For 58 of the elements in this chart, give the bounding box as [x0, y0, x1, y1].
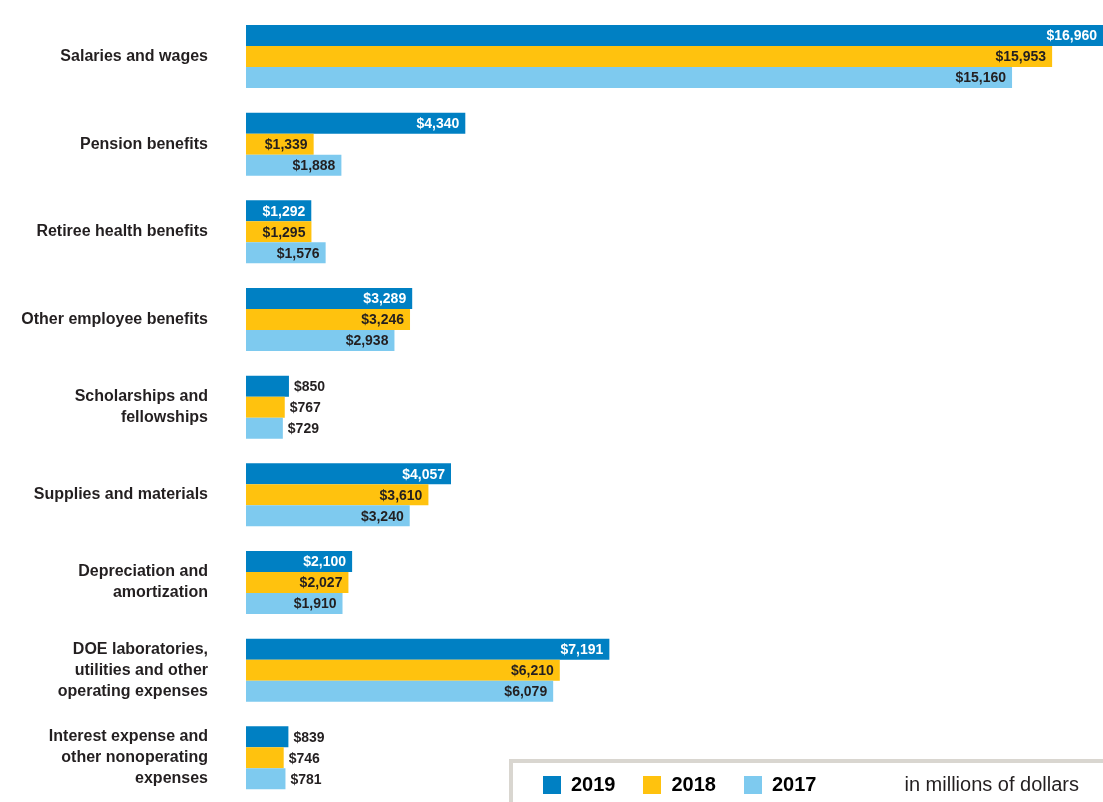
bar	[246, 46, 1053, 67]
legend-label: 2019	[570, 773, 616, 796]
y-tick-label: Supplies and materials	[33, 485, 209, 503]
data-label: $1,910	[293, 595, 337, 612]
bar	[246, 463, 451, 485]
data-label: $746	[288, 749, 321, 766]
bar	[246, 680, 554, 702]
bar	[246, 638, 610, 660]
data-label: $1,295	[262, 223, 306, 240]
y-tick-label: Depreciation and amortization	[78, 562, 208, 601]
bar	[246, 25, 1103, 46]
data-label: $1,888	[292, 156, 336, 173]
data-label: $15,953	[995, 48, 1047, 65]
data-label: $6,210	[510, 661, 554, 678]
data-label: $781	[290, 770, 322, 787]
data-label: $1,292	[262, 202, 306, 219]
bar	[246, 747, 284, 769]
bar	[246, 505, 410, 527]
y-tick-label: Other employee benefits	[21, 310, 209, 328]
bar	[246, 67, 1013, 88]
data-label: $16,960	[1046, 27, 1098, 44]
annotation: in millions of dollars	[904, 773, 1079, 796]
y-tick-label: Interest expense and other nonoperating expenses	[48, 727, 209, 787]
data-label: $2,027	[299, 574, 343, 591]
bar	[246, 659, 560, 681]
data-label: $7,191	[560, 640, 604, 657]
bar	[246, 375, 289, 397]
data-label: $4,057	[402, 465, 446, 482]
y-tick-label: Salaries and wages	[60, 47, 209, 65]
y-tick-label: Pension benefits	[79, 134, 209, 152]
y-tick-label: DOE laboratories, utilities and other operating expenses	[57, 639, 209, 699]
data-label: $2,100	[303, 553, 347, 570]
data-label: $1,576	[276, 244, 320, 261]
bar	[246, 112, 466, 134]
data-label: $6,079	[504, 682, 548, 699]
data-label: $1,339	[264, 135, 308, 152]
legend-label: 2018	[671, 773, 716, 796]
bar	[246, 396, 285, 418]
data-label: $15,160	[955, 69, 1007, 86]
data-label: $3,240	[360, 507, 404, 524]
legend-label: 2017	[771, 773, 817, 796]
data-label: $839	[293, 728, 325, 745]
bar	[246, 726, 289, 748]
y-tick-label: Scholarships and fellowships	[74, 387, 209, 426]
data-label: $729	[287, 419, 320, 436]
data-label: $3,610	[379, 486, 423, 503]
data-label: $767	[289, 398, 322, 415]
y-tick-label: Retiree health benefits	[36, 222, 209, 240]
bar	[246, 288, 413, 309]
bar	[246, 309, 411, 330]
data-label: $3,289	[363, 290, 407, 307]
data-label: $850	[293, 377, 326, 394]
data-label: $3,246	[361, 311, 405, 328]
data-label: $2,938	[345, 332, 389, 349]
bar	[246, 484, 429, 506]
bar	[246, 768, 286, 790]
data-label: $4,340	[416, 114, 460, 131]
bar	[246, 417, 283, 439]
